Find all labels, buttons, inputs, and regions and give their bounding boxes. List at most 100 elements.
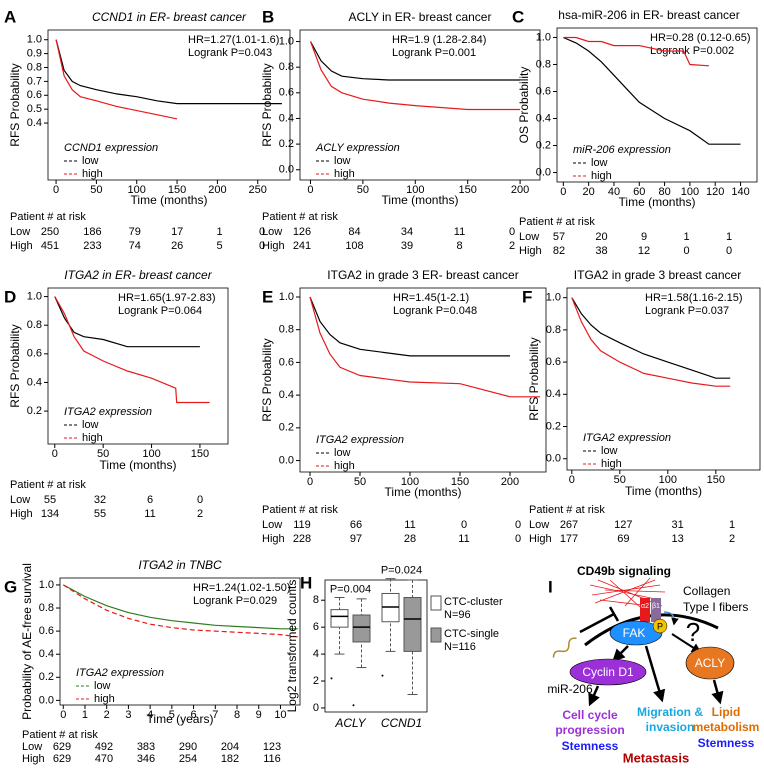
x-tick-label: 150 xyxy=(451,476,469,488)
x-tick-label: 0 xyxy=(307,476,313,488)
y-tick-label: 0.6 xyxy=(279,356,294,368)
annotation: Logrank P=0.043 xyxy=(188,47,272,59)
box xyxy=(330,609,349,628)
risk-count: 55 xyxy=(94,508,106,520)
panel-title: ITGA2 in grade 3 ER- breast cancer xyxy=(327,268,518,282)
outcome-label: invasion xyxy=(646,720,695,734)
legend-label: low xyxy=(591,157,608,169)
risk-table-title: Patient # at risk xyxy=(22,729,98,741)
risk-count: 0 xyxy=(515,519,521,531)
y-tick-label: 0.2 xyxy=(536,139,551,151)
legend-title: ACLY expression xyxy=(315,142,400,154)
annotation: HR=1.24(1.02-1.50) xyxy=(193,582,291,594)
x-tick-label: CCND1 xyxy=(381,716,422,730)
risk-row-label: Low xyxy=(10,494,30,506)
outlier xyxy=(330,677,333,680)
y-tick-label: 1.0 xyxy=(279,35,294,47)
plot-frame xyxy=(299,287,547,473)
x-tick-label: 100 xyxy=(659,474,677,486)
legend-label: low xyxy=(334,447,351,459)
annotation: Logrank P=0.002 xyxy=(650,45,734,57)
x-tick-label: 50 xyxy=(357,184,369,196)
risk-count: 629 xyxy=(53,753,71,765)
y-tick-label: 0.7 xyxy=(27,75,42,87)
annotation: Logrank P=0.037 xyxy=(645,305,729,317)
legend-label: high xyxy=(591,170,612,182)
panel-title: ITGA2 in ER- breast cancer xyxy=(64,268,212,282)
risk-count: 0 xyxy=(197,494,203,506)
risk-row-label: High xyxy=(10,508,33,520)
x-tick-label: ACLY xyxy=(334,716,366,730)
y-tick-label: 0.8 xyxy=(27,319,42,331)
x-tick-label: 100 xyxy=(142,448,160,460)
arrow xyxy=(711,679,724,705)
x-tick-label: 1 xyxy=(82,709,88,721)
legend-label: high xyxy=(601,458,622,470)
annotation: HR=1.58(1.16-2.15) xyxy=(645,292,743,304)
x-tick-label: 8 xyxy=(234,709,240,721)
risk-count: 39 xyxy=(401,240,413,252)
risk-count: 0 xyxy=(726,245,732,257)
legend-label: high xyxy=(82,432,103,444)
risk-count: 55 xyxy=(44,494,56,506)
plot-frame xyxy=(566,287,761,471)
legend-label: high xyxy=(82,168,103,180)
y-tick-label: 0.6 xyxy=(39,625,54,637)
y-tick-label: 0.2 xyxy=(546,420,561,432)
outcome-label: metabolism xyxy=(693,720,760,734)
risk-row-label: Low xyxy=(262,519,282,531)
risk-count: 9 xyxy=(641,231,647,243)
x-tick-label: 6 xyxy=(191,709,197,721)
panel-title: ITGA2 in TNBC xyxy=(138,558,222,572)
legend-title: ITGA2 expression xyxy=(64,406,152,418)
outcome-label: Lipid xyxy=(712,705,741,719)
y-tick-label: 0.0 xyxy=(536,166,551,178)
panel-label: E xyxy=(262,287,273,306)
fak-node xyxy=(609,620,663,646)
y-tick-label: 0.8 xyxy=(536,58,551,70)
arrow xyxy=(671,633,702,654)
risk-table-title: Patient # at risk xyxy=(262,504,338,516)
risk-count: 17 xyxy=(171,226,183,238)
risk-count: 254 xyxy=(179,753,197,765)
risk-count: 629 xyxy=(53,741,71,753)
survival-curve xyxy=(54,296,210,404)
y-tick-label: 0.4 xyxy=(279,389,294,401)
risk-count: 28 xyxy=(404,533,416,545)
y-tick-label: 0.9 xyxy=(27,48,42,60)
x-tick-label: 9 xyxy=(256,709,262,721)
risk-count: 1 xyxy=(217,226,223,238)
plot-frame xyxy=(556,27,758,183)
risk-count: 383 xyxy=(137,741,155,753)
y-axis-label: OS Probability xyxy=(517,67,531,144)
risk-count: 123 xyxy=(263,741,281,753)
y-tick-label: 0.4 xyxy=(546,388,561,400)
y-tick-label: 0.4 xyxy=(27,376,42,388)
annotation: HR=1.27(1.01-1.6) xyxy=(188,34,279,46)
plot-frame xyxy=(324,579,428,713)
unknown-label: ? xyxy=(686,617,700,647)
x-axis-label: Time (months) xyxy=(625,484,702,498)
x-tick-label: 150 xyxy=(168,184,186,196)
outcome-label: Stemness xyxy=(698,736,755,750)
risk-count: 11 xyxy=(144,508,155,520)
legend-swatch xyxy=(430,627,442,643)
acly-node xyxy=(685,646,735,680)
risk-count: 134 xyxy=(41,508,59,520)
y-tick-label: 0.2 xyxy=(279,138,294,150)
x-tick-label: 0 xyxy=(560,186,566,198)
legend-label: CTC-cluster xyxy=(444,596,503,608)
risk-row-label: High xyxy=(262,533,285,545)
risk-table-title: Patient # at risk xyxy=(10,211,86,223)
annotation: HR=1.45(1-2.1) xyxy=(393,292,469,304)
y-tick-label: 0.0 xyxy=(279,454,294,466)
y-tick-label: 0.8 xyxy=(39,602,54,614)
x-tick-label: 200 xyxy=(501,476,519,488)
legend-title: ITGA2 expression xyxy=(76,667,164,679)
risk-count: 57 xyxy=(553,231,565,243)
risk-count: 13 xyxy=(672,533,684,545)
y-tick-label: 0.8 xyxy=(27,61,42,73)
x-tick-label: 10 xyxy=(274,709,286,721)
legend-label: low xyxy=(334,155,351,167)
fak-label: FAK xyxy=(623,626,646,640)
